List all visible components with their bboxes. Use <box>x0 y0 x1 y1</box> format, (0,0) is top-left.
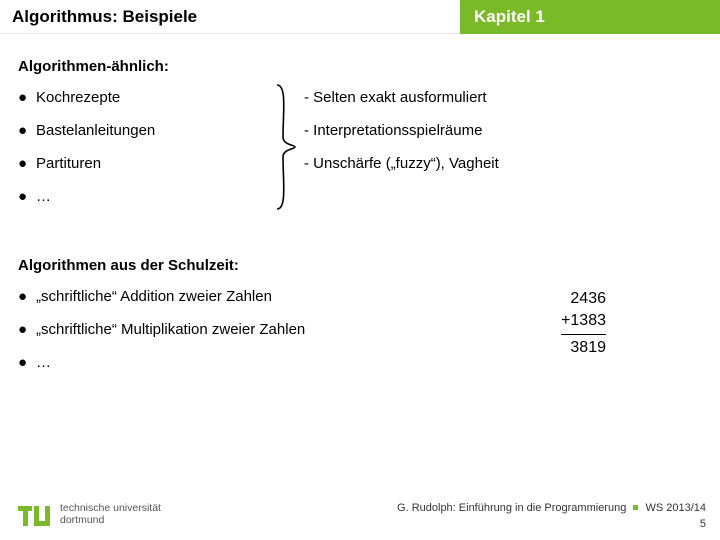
slide-header: Algorithmus: Beispiele Kapitel 1 <box>0 0 720 34</box>
section2-body: ●„schriftliche“ Addition zweier Zahlen ●… <box>18 288 702 371</box>
section2-heading: Algorithmen aus der Schulzeit: <box>18 257 702 274</box>
math-sum: 3819 <box>561 337 606 359</box>
university-name: technische universität dortmund <box>60 503 161 526</box>
section1-list: ●Kochrezepte ●Bastelanleitungen ●Partitu… <box>18 89 278 205</box>
bullet-icon: ● <box>18 89 36 106</box>
curly-brace-icon <box>273 83 297 211</box>
list-item-label: Bastelanleitungen <box>36 122 155 139</box>
credit-text: G. Rudolph: Einführung in die Programmie… <box>397 502 626 514</box>
note-item: - Interpretationsspielräume <box>304 122 702 139</box>
bullet-icon: ● <box>18 321 36 338</box>
university-line2: dortmund <box>60 515 161 527</box>
section2: Algorithmen aus der Schulzeit: ●„schrift… <box>18 257 702 371</box>
bullet-icon: ● <box>18 188 36 205</box>
addition-example: 2436 +1383 3819 <box>561 288 606 359</box>
list-item: ●Partituren <box>18 155 278 172</box>
math-addend-a: 2436 <box>561 288 606 310</box>
section1-notes: - Selten exakt ausformuliert - Interpret… <box>304 89 702 172</box>
term-text: WS 2013/14 <box>645 502 706 514</box>
slide-footer: technische universität dortmund G. Rudol… <box>0 498 720 532</box>
section1-notes-col: - Selten exakt ausformuliert - Interpret… <box>278 89 702 221</box>
bullet-icon: ● <box>18 288 36 305</box>
list-item-label: … <box>36 354 51 371</box>
note-item: - Selten exakt ausformuliert <box>304 89 702 106</box>
math-addend-b: +1383 <box>561 310 606 332</box>
list-item: ●Kochrezepte <box>18 89 278 106</box>
list-item-label: Kochrezepte <box>36 89 120 106</box>
list-item-label: „schriftliche“ Multiplikation zweier Zah… <box>36 321 305 338</box>
section1-list-col: ●Kochrezepte ●Bastelanleitungen ●Partitu… <box>18 89 278 221</box>
header-chapter-text: Kapitel 1 <box>474 7 545 27</box>
header-title-right: Kapitel 1 <box>460 0 720 34</box>
section1-heading: Algorithmen-ähnlich: <box>18 58 702 75</box>
slide-content: Algorithmen-ähnlich: ●Kochrezepte ●Baste… <box>0 34 720 371</box>
footer-credit: G. Rudolph: Einführung in die Programmie… <box>397 501 706 532</box>
tu-logo-icon <box>18 498 52 532</box>
list-item-label: „schriftliche“ Addition zweier Zahlen <box>36 288 272 305</box>
separator-dot-icon <box>633 505 638 510</box>
list-item: ●Bastelanleitungen <box>18 122 278 139</box>
header-title-left: Algorithmus: Beispiele <box>0 0 460 34</box>
list-item: ●… <box>18 188 278 205</box>
bullet-icon: ● <box>18 354 36 371</box>
list-item-label: Partituren <box>36 155 101 172</box>
university-logo-block: technische universität dortmund <box>18 498 161 532</box>
bullet-icon: ● <box>18 155 36 172</box>
math-rule-line <box>561 334 606 335</box>
section1-body: ●Kochrezepte ●Bastelanleitungen ●Partitu… <box>18 89 702 221</box>
list-item-label: … <box>36 188 51 205</box>
bullet-icon: ● <box>18 122 36 139</box>
note-item: - Unschärfe („fuzzy“), Vagheit <box>304 155 702 172</box>
header-title-text: Algorithmus: Beispiele <box>12 7 197 27</box>
page-number: 5 <box>700 518 706 530</box>
